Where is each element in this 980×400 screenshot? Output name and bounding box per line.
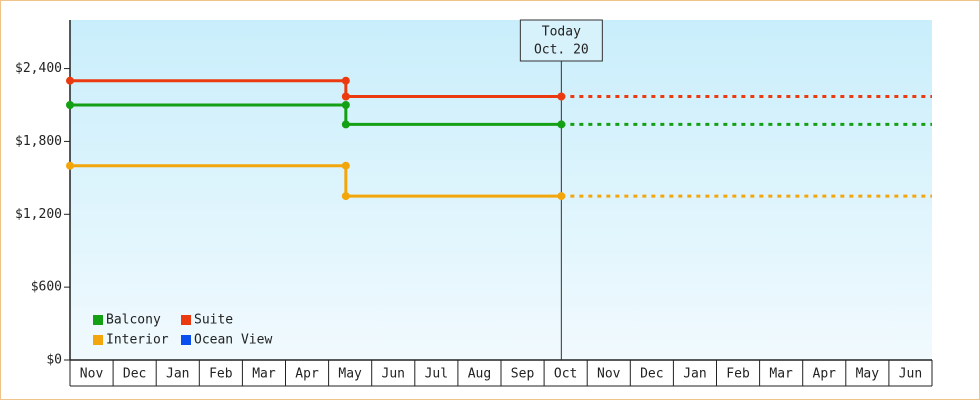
legend-label: Suite (194, 313, 233, 328)
x-tick-label: Sep (511, 367, 535, 382)
series-line (70, 79, 562, 98)
point (557, 120, 566, 129)
x-tick-label: Apr (813, 367, 837, 382)
x-tick-label: Aug (468, 367, 491, 382)
legend-label: Balcony (106, 313, 161, 328)
point (557, 192, 566, 201)
x-tick-label: Jan (166, 367, 189, 382)
legend-swatch (93, 315, 103, 325)
point (66, 101, 74, 109)
y-tick-label: $2,400 (15, 61, 62, 76)
y-tick-label: $0 (46, 353, 62, 368)
legend-label: Interior (106, 333, 169, 348)
x-tick-label: Dec (640, 367, 663, 382)
x-tick-label: May (856, 367, 880, 382)
today-label: Oct. 20 (534, 43, 589, 58)
x-tick-label: May (338, 367, 362, 382)
x-tick-label: Jun (899, 367, 922, 382)
series-line (70, 103, 562, 126)
today-box (519, 19, 603, 62)
x-tick-label: Mar (252, 367, 276, 382)
y-tick-label: $1,800 (15, 134, 62, 149)
x-tick-label: Jul (425, 367, 448, 382)
x-tick-label: Feb (726, 367, 750, 382)
x-tick-label: Jun (382, 367, 405, 382)
point (341, 161, 350, 170)
legend-label: Ocean View (194, 333, 272, 348)
point (341, 92, 350, 101)
point (341, 192, 350, 201)
y-tick-label: $600 (31, 280, 62, 295)
y-tick-label: $1,200 (15, 207, 62, 222)
point (341, 120, 350, 129)
legend-swatch (181, 315, 191, 325)
x-tick-label: Feb (209, 367, 233, 382)
x-tick-label: Nov (597, 367, 621, 382)
point (341, 101, 350, 109)
plot-area (70, 20, 932, 360)
point (557, 92, 566, 101)
x-tick-label: Nov (80, 367, 104, 382)
x-tick-label: Jan (683, 367, 706, 382)
x-tick-label: Oct (554, 367, 577, 382)
point (66, 161, 74, 170)
point (341, 76, 350, 85)
series-line (70, 164, 562, 198)
legend-swatch (93, 335, 103, 345)
x-tick-label: Mar (769, 367, 793, 382)
x-tick-label: Dec (123, 367, 146, 382)
x-tick-label: Apr (295, 367, 319, 382)
point (66, 76, 74, 85)
legend-swatch (181, 335, 191, 345)
today-label: Today (542, 25, 581, 40)
